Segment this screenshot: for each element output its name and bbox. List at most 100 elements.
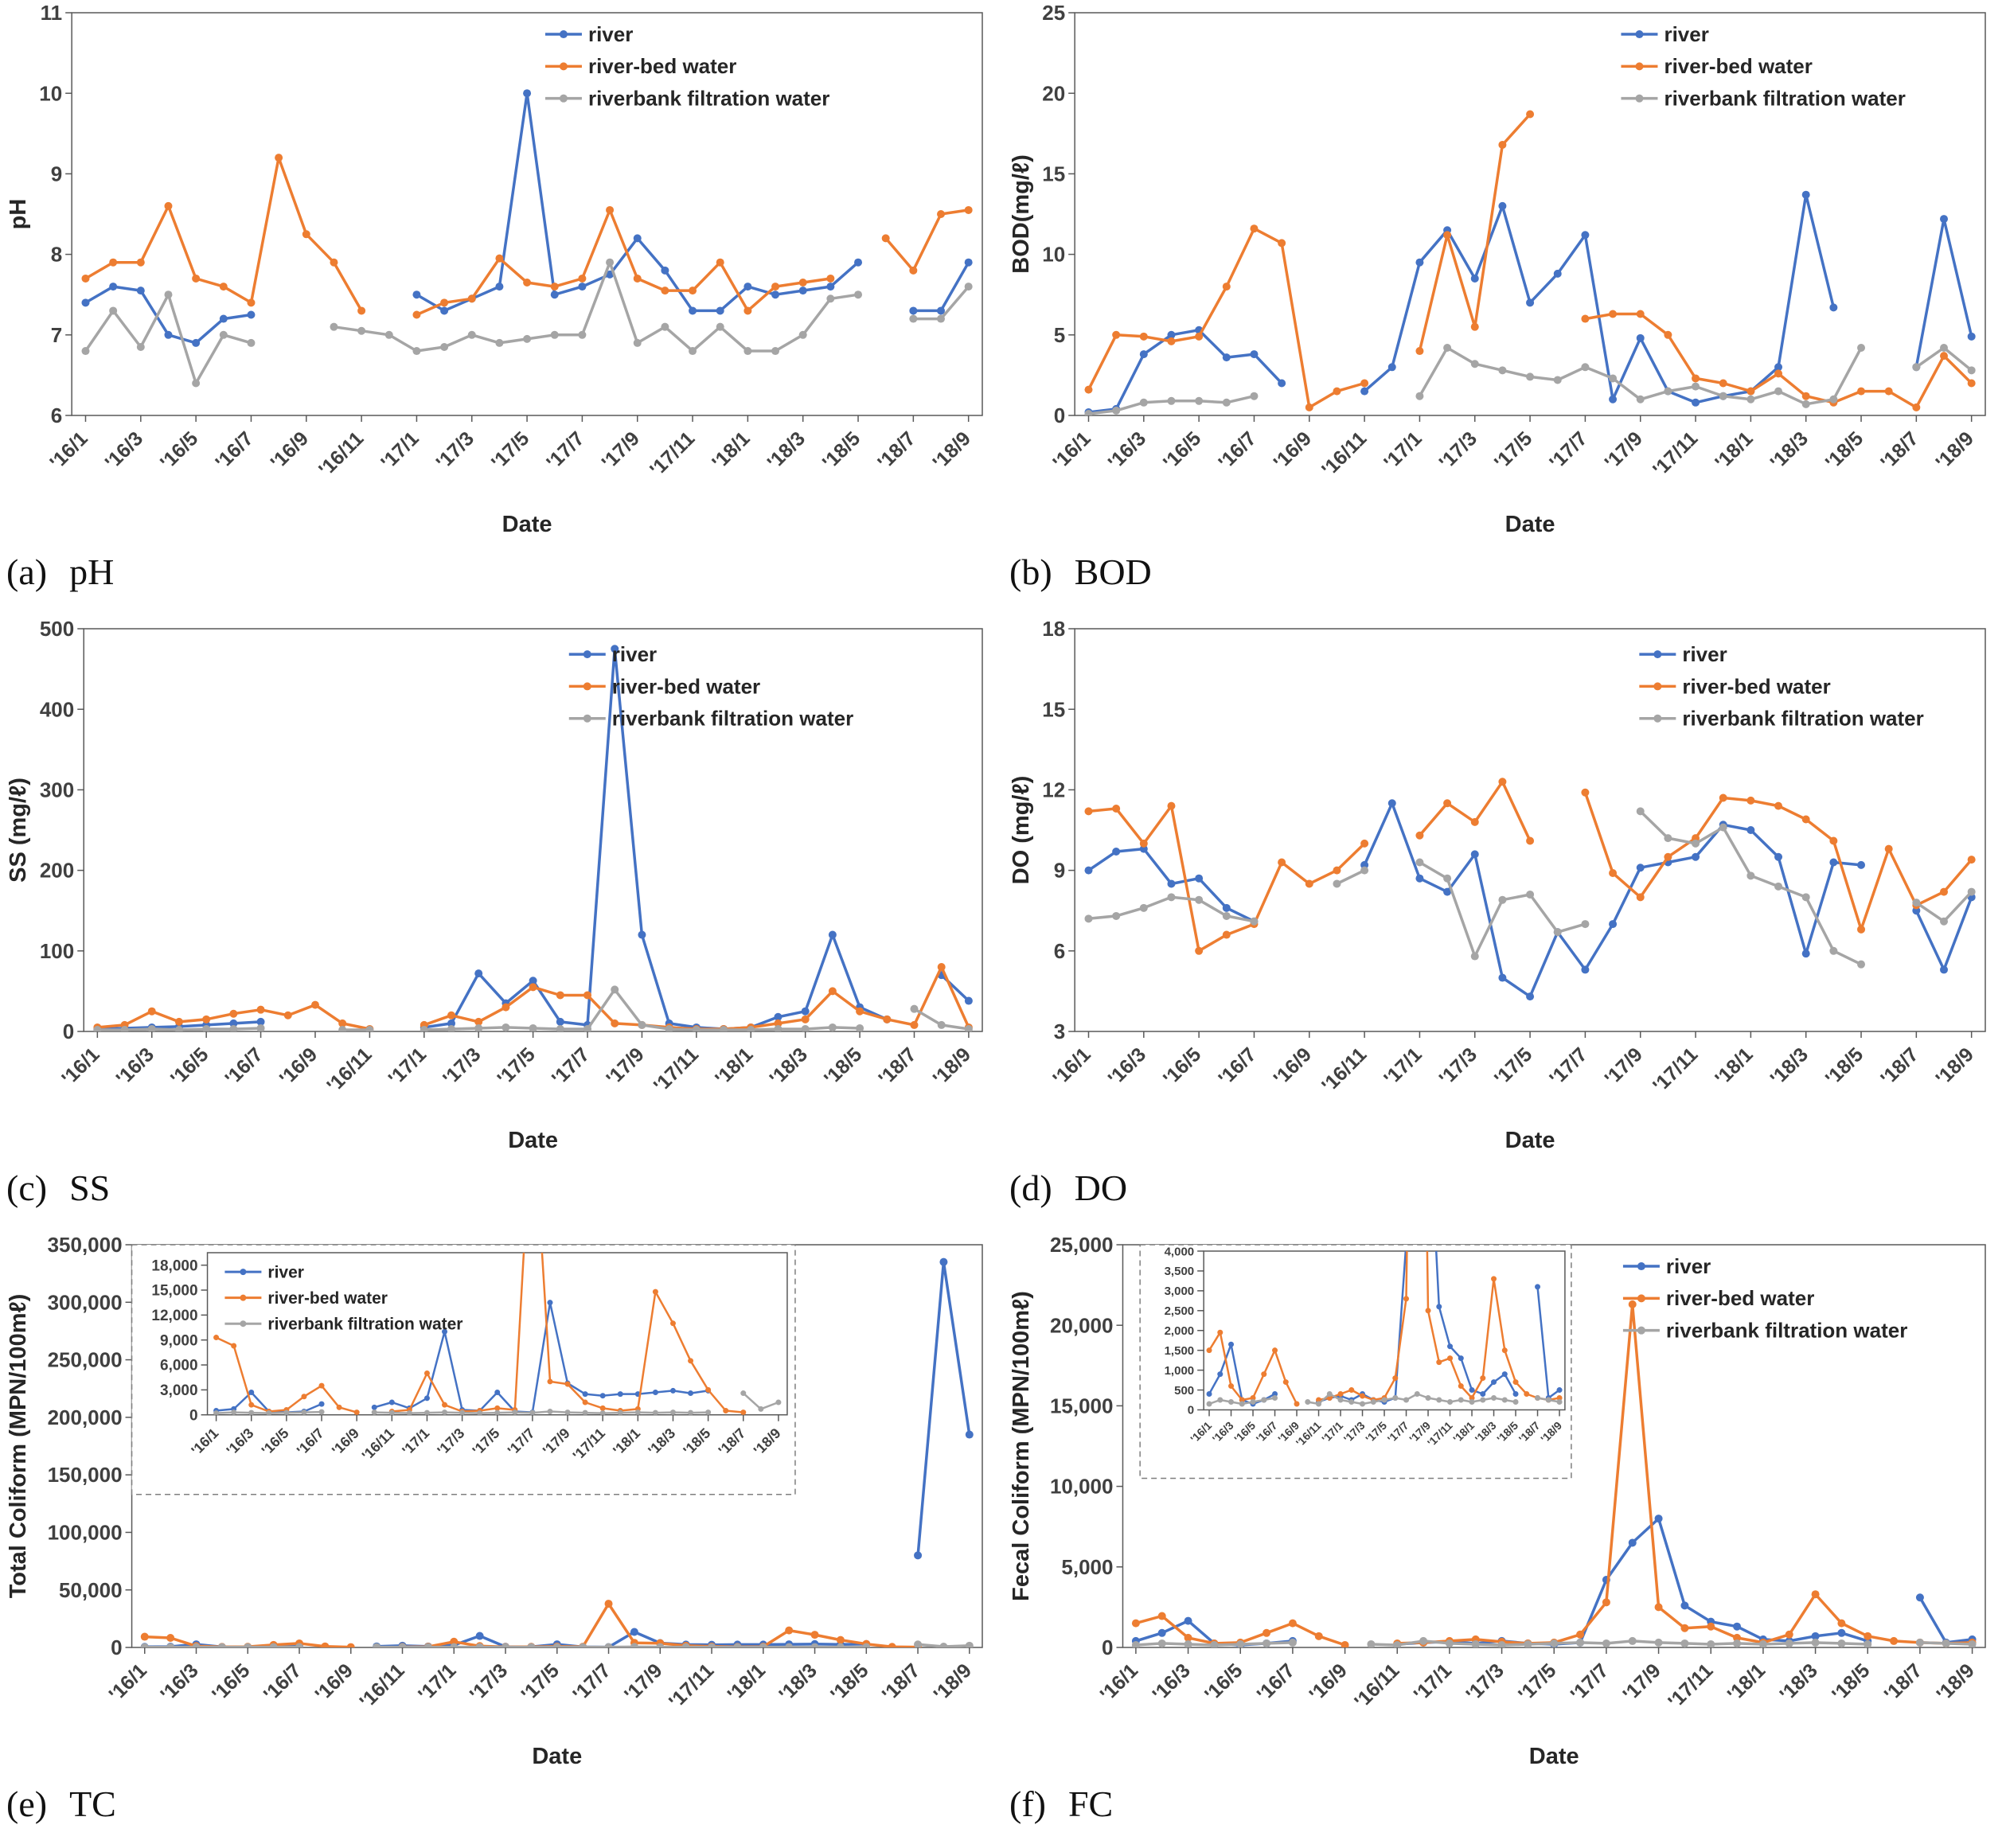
x-tick-label: '16/7	[1214, 1043, 1260, 1090]
y-tick-label: 0	[189, 1407, 198, 1424]
x-tick-label: '17/1	[384, 1043, 431, 1090]
caption-text: pH	[69, 552, 115, 592]
x-tick-label: '17/7	[542, 427, 588, 474]
y-tick-label: 11	[41, 1, 63, 25]
legend-label: riverbank filtration water	[588, 87, 829, 111]
x-tick-label: '17/9	[1601, 1043, 1647, 1090]
x-tick-label: '16/9	[267, 427, 313, 474]
y-tick-label: 10,000	[1050, 1475, 1114, 1499]
x-tick-label: '16/7	[260, 1659, 306, 1706]
y-tick-label: 0	[63, 1020, 74, 1043]
x-tick-label: '16/5	[1159, 427, 1205, 474]
x-tick-label: '18/5	[820, 1043, 866, 1090]
x-tick-label: '16/5	[156, 427, 202, 474]
caption-index: (e)	[6, 1784, 48, 1824]
x-tick-label: '18/1	[708, 427, 754, 474]
y-tick-label: 15,000	[151, 1283, 197, 1300]
chart-ss: 0 100 200 300 400 500'16/1'16/3'16/5'16/7'16/…	[0, 616, 1003, 1165]
y-tick-label: 250,000	[48, 1348, 123, 1372]
x-tick-label: '16/1	[1096, 1659, 1142, 1706]
panel-ss: 0 100 200 300 400 500'16/1'16/3'16/5'16/7'16/…	[0, 616, 1003, 1232]
x-axis-title: Date	[1505, 512, 1555, 537]
plot-frame	[71, 12, 983, 416]
y-tick-label: 150,000	[48, 1463, 123, 1487]
legend: river river-bed water riverbank filtration…	[568, 642, 853, 731]
y-tick-label: 12	[1042, 778, 1065, 802]
chart-do: 3 6 9 12 15 18 '16/1'16/3'16/5'16/7'16/9'16/11…	[1003, 616, 2006, 1165]
x-tick-label: '17/11	[1649, 1043, 1702, 1097]
chart-bod: 0 5 10 15 20 25 '16/1'16/3'16/5'16/7'16/9'16/1…	[1003, 0, 2006, 549]
y-tick-label: 300	[40, 778, 74, 802]
y-axis-title: Total Coliform (MPN/100mℓ)	[6, 1294, 31, 1599]
x-tick-label: '17/9	[1618, 1659, 1665, 1706]
x-tick-label: '18/9	[1931, 1043, 1977, 1090]
x-tick-label: '17/1	[377, 427, 423, 474]
x-tick-label: '18/3	[765, 1043, 811, 1090]
x-tick-label: '17/5	[1514, 1659, 1560, 1706]
x-tick-label: '16/7	[221, 1043, 267, 1090]
x-tick-label: '16/11	[355, 1659, 408, 1713]
x-tick-label: '18/1	[1711, 1043, 1757, 1090]
x-tick-label: '17/11	[665, 1659, 718, 1713]
series-river	[1084, 799, 1976, 1001]
y-tick-label: 3,500	[1165, 1265, 1195, 1278]
x-tick-label: '17/3	[439, 1043, 485, 1090]
y-tick-label: 10	[39, 81, 62, 105]
chart-fc: 0 5,000 10,000 15,000 20,000 25,000 '16/1'16/3…	[1003, 1232, 2006, 1781]
y-tick-label: 9,000	[160, 1332, 198, 1349]
x-tick-label: '18/3	[1766, 427, 1813, 474]
x-tick-label: '18/3	[1775, 1659, 1821, 1706]
panel-tc: 0 50,000 100,000 150,000 200,000 250,000 300,0…	[0, 1232, 1003, 1848]
x-tick-label: '17/11	[646, 427, 699, 481]
caption-text: DO	[1074, 1168, 1128, 1208]
series-river	[1131, 1515, 1977, 1647]
series-riverbank-filtration-water	[140, 1640, 974, 1647]
x-tick-label: '18/9	[929, 1043, 975, 1090]
legend: river river-bed water riverbank filtration…	[1621, 22, 1906, 111]
series-riverbank-filtration-water	[1084, 343, 1976, 415]
y-tick-label: 20,000	[1050, 1313, 1114, 1337]
y-tick-label: 0	[1188, 1404, 1194, 1417]
x-axis-title: Date	[502, 512, 552, 537]
panel-do: 3 6 9 12 15 18 '16/1'16/3'16/5'16/7'16/9'16/11…	[1003, 616, 2006, 1232]
x-tick-label: '18/7	[1876, 427, 1922, 474]
x-tick-label: '16/7	[211, 427, 257, 474]
legend-label: riverbank filtration water	[612, 707, 853, 731]
x-tick-label: '18/1	[711, 1043, 757, 1090]
inset-box	[1139, 1244, 1572, 1480]
chart-ph: 6 7 8 9 10 11'16/1'16/3'16/5'16/7'16/9'16/11 '…	[0, 0, 1003, 549]
legend: river river-bed water riverbank filtration…	[1622, 1254, 1907, 1343]
x-tick-label: '16/11	[314, 427, 368, 481]
x-tick-label: '18/9	[1932, 1659, 1978, 1706]
x-tick-label: '17/5	[1490, 427, 1536, 474]
legend-label: river-bed water	[1682, 674, 1830, 698]
y-axis-title: Fecal Coliform (MPN/100mℓ)	[1009, 1291, 1034, 1601]
y-tick-label: 100,000	[48, 1521, 123, 1545]
x-tick-label: '17/7	[568, 1659, 615, 1706]
line-chart-tc: 0 50,000 100,000 150,000 200,000 250,000 300,0…	[6, 1233, 983, 1769]
y-tick-label: 6,000	[160, 1358, 198, 1374]
legend-label: river	[588, 22, 633, 46]
x-axis-title: Date	[508, 1128, 558, 1153]
x-tick-label: '17/7	[1545, 1043, 1591, 1090]
x-tick-label: '18/7	[873, 427, 919, 474]
y-tick-label: 18,000	[151, 1257, 197, 1274]
y-tick-label: 3,000	[1165, 1285, 1195, 1298]
x-tick-label: '17/1	[1380, 1043, 1426, 1090]
x-tick-label: '16/7	[1253, 1659, 1299, 1706]
x-tick-label: '18/3	[775, 1659, 821, 1706]
caption-ph: (a) pH	[0, 549, 1003, 593]
y-axis-title: BOD(mg/ℓ)	[1009, 154, 1034, 274]
y-tick-label: 18	[1042, 617, 1065, 641]
series-river-bed-water	[1084, 778, 1976, 955]
y-tick-label: 6	[51, 404, 62, 427]
x-tick-label: '16/5	[1159, 1043, 1205, 1090]
line-chart-fc: 0 5,000 10,000 15,000 20,000 25,000 '16/1'16/3…	[1009, 1233, 1986, 1769]
series-riverbank-filtration-water	[1206, 1391, 1563, 1407]
x-tick-label: '18/5	[818, 427, 864, 474]
y-tick-label: 9	[51, 162, 62, 186]
x-tick-label: '16/9	[275, 1043, 322, 1090]
y-axis-title: SS (mg/ℓ)	[6, 778, 31, 883]
